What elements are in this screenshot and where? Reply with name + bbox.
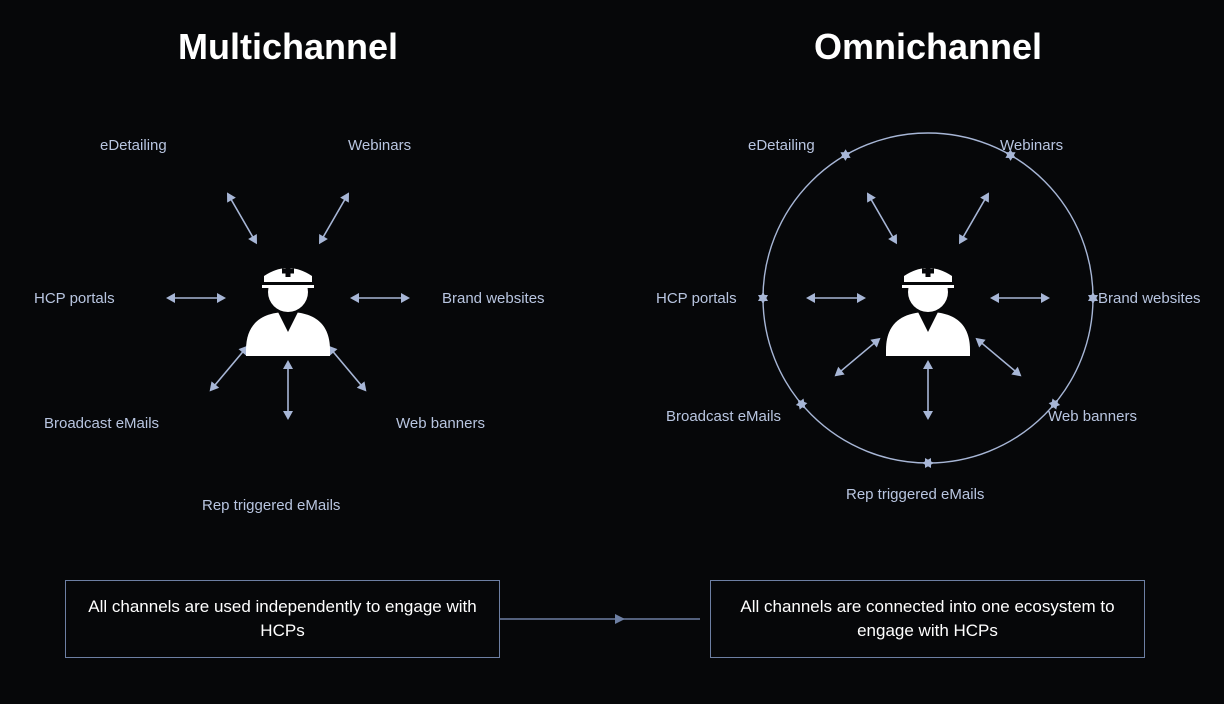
left-node-edetailing: eDetailing [100,137,167,154]
left-node-webinars: Webinars [348,137,411,154]
right-node-edetailing: eDetailing [748,137,815,154]
right-node-broadcast: Broadcast eMails [666,408,781,425]
left-node-hcpportals: HCP portals [34,290,115,307]
right-node-reptrigger: Rep triggered eMails [846,486,984,503]
left-node-reptrigger: Rep triggered eMails [202,497,340,514]
omnichannel-caption-box: All channels are connected into one ecos… [710,580,1145,658]
left-node-webbanners: Web banners [396,415,485,432]
left-node-brand: Brand websites [442,290,545,307]
right-node-webbanners: Web banners [1048,408,1137,425]
right-node-hcpportals: HCP portals [656,290,737,307]
right-node-webinars: Webinars [1000,137,1063,154]
multichannel-caption-text: All channels are used independently to e… [86,595,479,643]
omnichannel-title: Omnichannel [814,26,1042,68]
multichannel-caption-box: All channels are used independently to e… [65,580,500,658]
right-node-brand: Brand websites [1098,290,1201,307]
left-node-broadcast: Broadcast eMails [44,415,159,432]
multichannel-title: Multichannel [178,26,398,68]
omnichannel-caption-text: All channels are connected into one ecos… [731,595,1124,643]
